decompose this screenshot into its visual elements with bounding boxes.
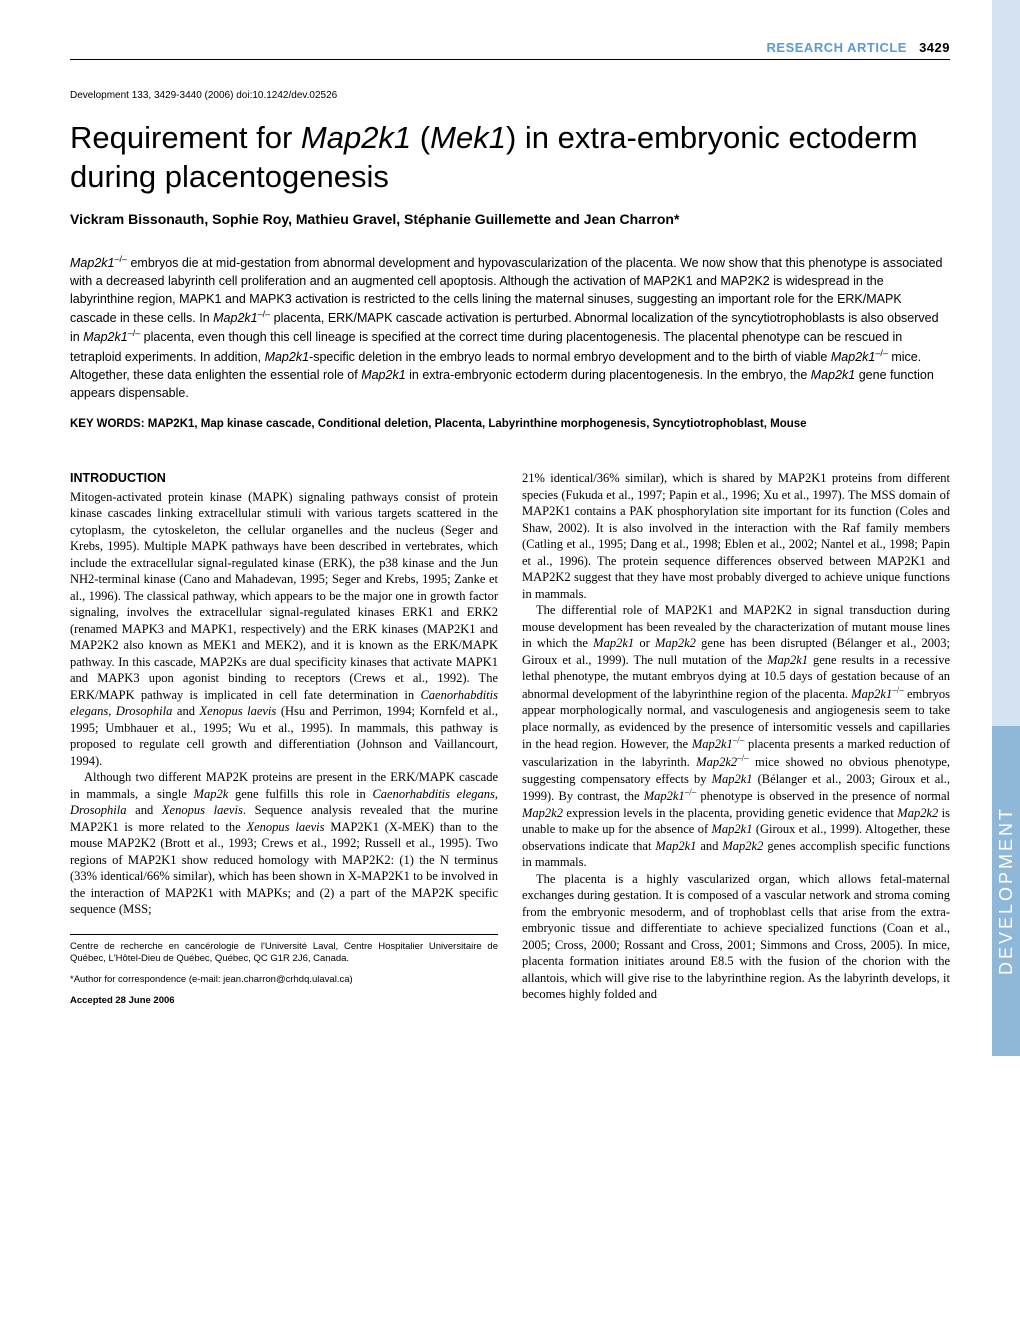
col2-p3: The placenta is a highly vascularized or… bbox=[522, 871, 950, 1003]
intro-heading: INTRODUCTION bbox=[70, 470, 498, 487]
footnote-affiliation: Centre de recherche en cancérologie de l… bbox=[70, 941, 498, 967]
col2-p2: The differential role of MAP2K1 and MAP2… bbox=[522, 602, 950, 871]
header-text: RESEARCH ARTICLE 3429 bbox=[767, 40, 950, 55]
col1-p2: Although two different MAP2K proteins ar… bbox=[70, 769, 498, 918]
header-pagenum: 3429 bbox=[919, 40, 950, 55]
abstract: Map2k1–/– embryos die at mid-gestation f… bbox=[70, 253, 950, 403]
side-tab: DEVELOPMENT bbox=[992, 726, 1020, 1056]
left-column: INTRODUCTION Mitogen-activated protein k… bbox=[70, 470, 498, 1016]
footnote-correspondence: *Author for correspondence (e-mail: jean… bbox=[70, 974, 498, 987]
header-bar: RESEARCH ARTICLE 3429 bbox=[70, 40, 950, 60]
footnote-accepted: Accepted 28 June 2006 bbox=[70, 995, 498, 1008]
article-title: Requirement for Map2k1 (Mek1) in extra-e… bbox=[70, 119, 950, 197]
authors: Vickram Bissonauth, Sophie Roy, Mathieu … bbox=[70, 211, 950, 227]
col2-p1: 21% identical/36% similar), which is sha… bbox=[522, 470, 950, 602]
keywords: KEY WORDS: MAP2K1, Map kinase cascade, C… bbox=[70, 418, 950, 430]
right-column: 21% identical/36% similar), which is sha… bbox=[522, 470, 950, 1016]
col1-p1: Mitogen-activated protein kinase (MAPK) … bbox=[70, 489, 498, 770]
citation: Development 133, 3429-3440 (2006) doi:10… bbox=[70, 90, 950, 101]
footnotes: Centre de recherche en cancérologie de l… bbox=[70, 934, 498, 1008]
header-category: RESEARCH ARTICLE bbox=[767, 40, 907, 55]
body-columns: INTRODUCTION Mitogen-activated protein k… bbox=[70, 470, 950, 1016]
page-content: RESEARCH ARTICLE 3429 Development 133, 3… bbox=[0, 0, 1020, 1056]
side-tab-text: DEVELOPMENT bbox=[996, 806, 1017, 975]
